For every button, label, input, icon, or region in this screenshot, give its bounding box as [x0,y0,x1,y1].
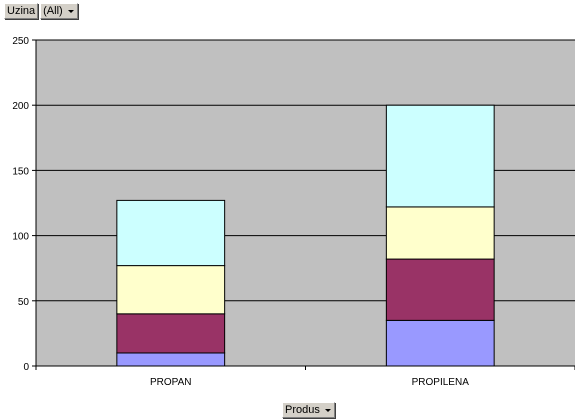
page-field-area: Uzina (All) [4,3,78,19]
y-tick-label: 200 [12,101,29,112]
bar-segment-propan-1 [116,352,226,367]
y-tick-label: 0 [23,362,29,373]
bar-segment-propilena-2 [385,258,495,321]
uzina-field-button[interactable]: Uzina [4,3,39,19]
chevron-down-icon[interactable] [65,4,77,18]
bars [116,104,495,367]
bar-segment-propilena-1 [385,319,495,367]
y-tick-label: 50 [18,297,30,308]
y-axis: 0 50 100 150 200 250 [12,36,37,373]
bar-segment-propilena-4 [385,104,495,208]
chevron-down-icon[interactable] [322,403,334,417]
bar-segment-propilena-3 [385,206,495,260]
x-tick-label: PROPILENA [412,377,470,388]
produs-field[interactable]: Produs [282,402,335,418]
produs-field-dropdown[interactable]: Produs [282,402,335,418]
bar-segment-propan-2 [116,313,226,354]
bar-segment-propan-3 [116,265,226,315]
y-tick-label: 100 [12,232,29,243]
produs-field-label: Produs [285,404,320,416]
x-tick-label: PROPAN [150,377,192,388]
x-axis: PROPAN PROPILENA [35,365,575,388]
uzina-filter-dropdown[interactable]: (All) [40,3,78,19]
y-tick-label: 250 [12,36,29,47]
uzina-filter-value: (All) [43,5,63,17]
bar-segment-propan-4 [116,199,226,267]
y-tick-label: 150 [12,166,29,177]
